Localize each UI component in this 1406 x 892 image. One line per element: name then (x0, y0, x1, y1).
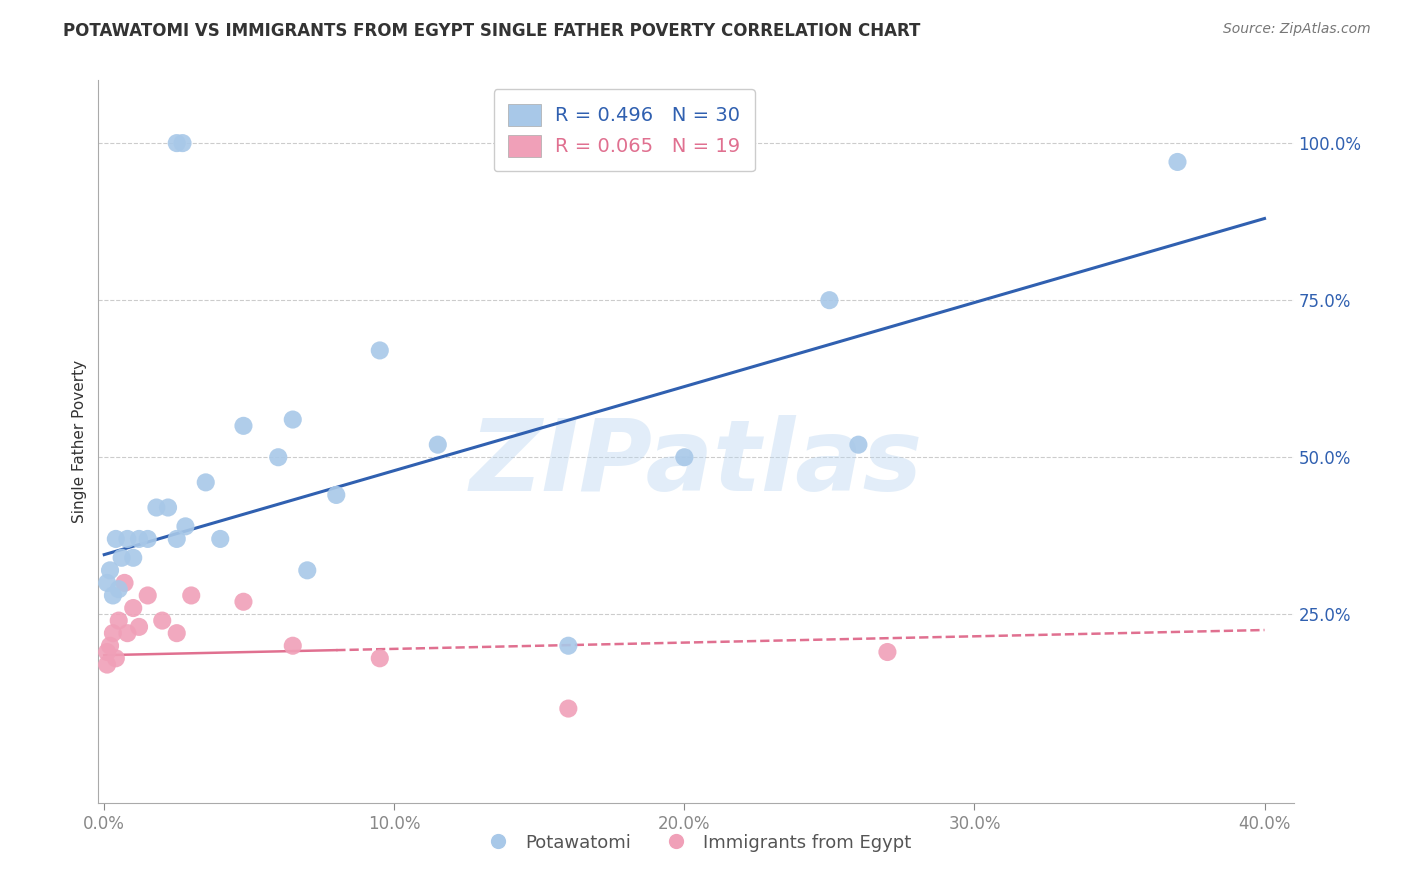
Point (98, 639, 121, 653)
Text: ZIPatlas: ZIPatlas (470, 415, 922, 512)
Point (96, 657, 118, 672)
Legend: Potawatomi, Immigrants from Egypt: Potawatomi, Immigrants from Egypt (472, 826, 920, 859)
Point (96, 575, 118, 590)
Point (114, 575, 136, 590)
Point (157, 500, 180, 515)
Point (107, 582, 129, 597)
Point (818, 293, 841, 308)
Point (325, 488, 347, 502)
Point (368, 651, 391, 665)
Point (166, 136, 188, 150)
Point (673, 450, 696, 465)
Point (101, 626, 124, 640)
Point (876, 645, 898, 659)
Point (128, 532, 150, 546)
Point (281, 639, 304, 653)
Point (104, 532, 127, 546)
Point (98, 563, 121, 577)
Point (101, 589, 124, 603)
Point (557, 701, 579, 715)
Point (1166, 155, 1188, 169)
Point (96, 645, 118, 659)
Point (122, 550, 145, 565)
Point (150, 614, 173, 628)
Text: Source: ZipAtlas.com: Source: ZipAtlas.com (1223, 22, 1371, 37)
Point (122, 601, 145, 615)
Point (209, 532, 232, 546)
Point (166, 532, 188, 546)
Point (145, 500, 167, 515)
Y-axis label: Single Father Poverty: Single Father Poverty (72, 360, 87, 523)
Point (557, 639, 579, 653)
Point (128, 620, 150, 634)
Point (848, 438, 870, 452)
Point (232, 595, 254, 609)
Point (180, 589, 202, 603)
Point (166, 626, 188, 640)
Point (297, 563, 319, 577)
Point (136, 589, 159, 603)
Point (107, 614, 129, 628)
Point (111, 550, 134, 565)
Point (117, 626, 139, 640)
Point (136, 532, 159, 546)
Point (104, 651, 127, 665)
Point (267, 450, 290, 465)
Point (117, 532, 139, 546)
Point (194, 475, 217, 490)
Point (426, 438, 449, 452)
Text: POTAWATOMI VS IMMIGRANTS FROM EGYPT SINGLE FATHER POVERTY CORRELATION CHART: POTAWATOMI VS IMMIGRANTS FROM EGYPT SING… (63, 22, 921, 40)
Point (232, 418, 254, 433)
Point (368, 343, 391, 358)
Point (174, 519, 197, 533)
Point (281, 412, 304, 426)
Point (172, 136, 194, 150)
